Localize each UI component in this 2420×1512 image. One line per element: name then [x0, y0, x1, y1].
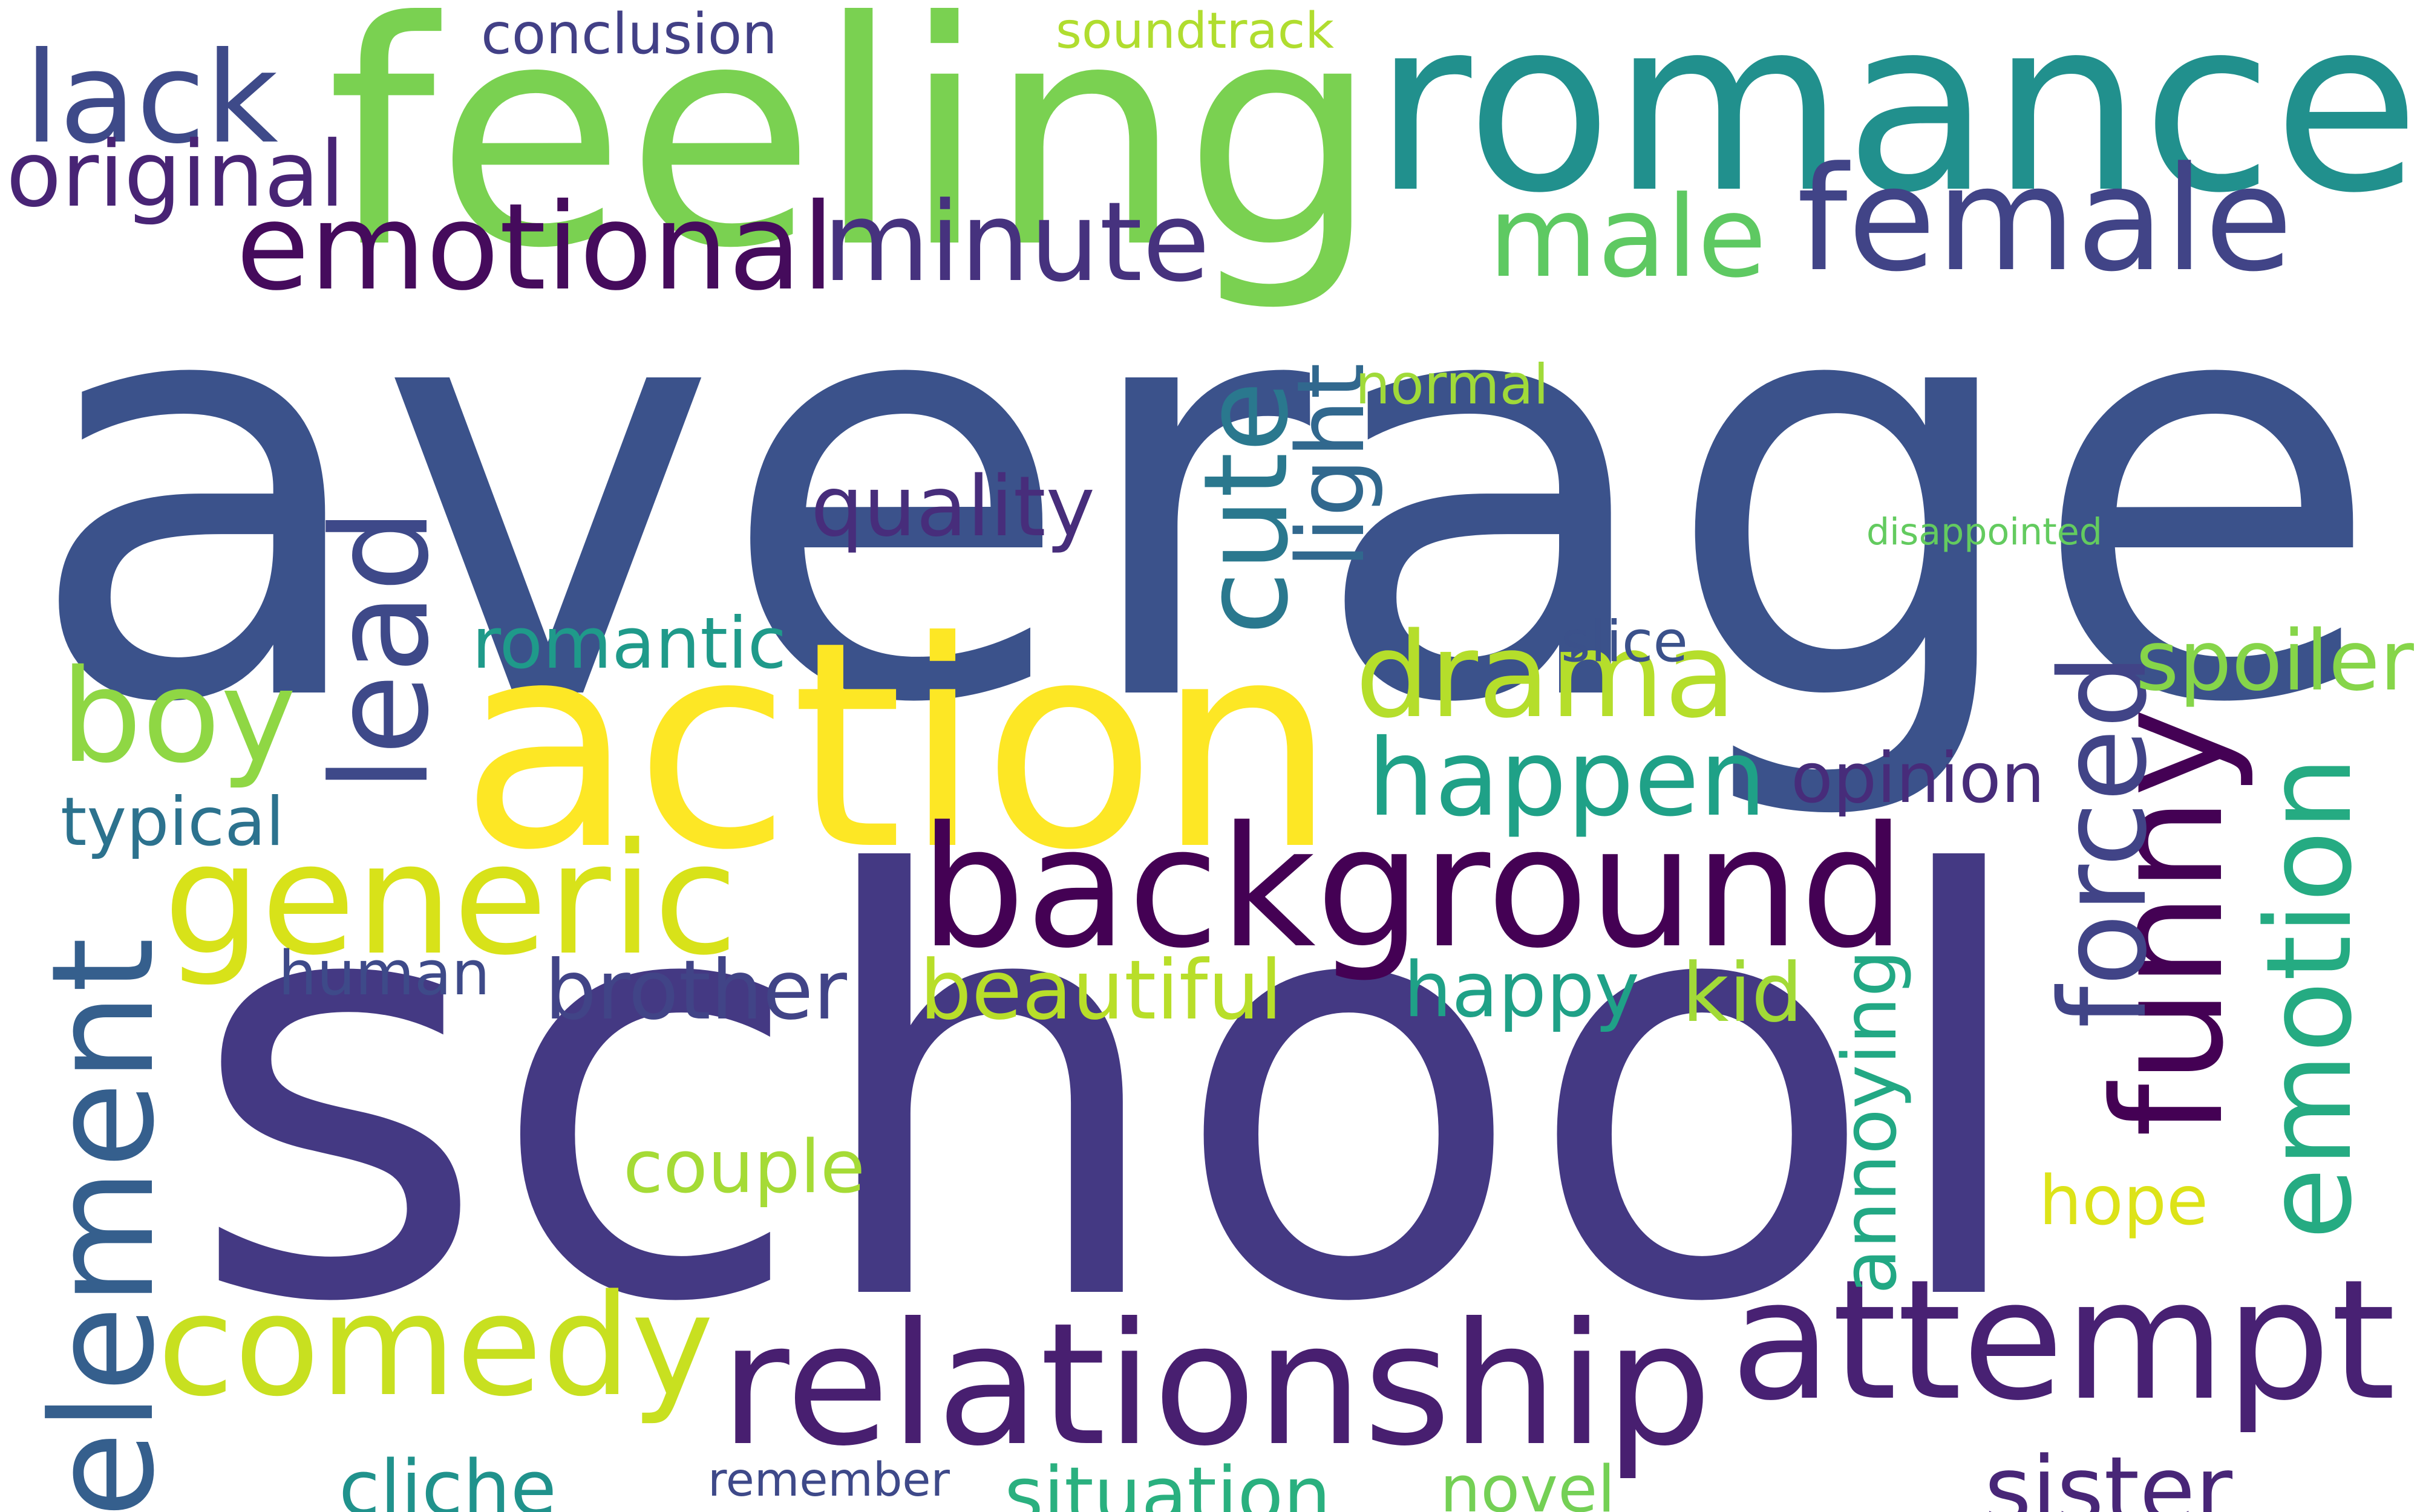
- word-average: average: [24, 158, 2384, 829]
- word-romantic: romantic: [472, 602, 786, 685]
- word-emotional: emotional: [236, 177, 835, 317]
- word-original: original: [6, 122, 345, 227]
- word-slice: slice: [1561, 609, 1688, 675]
- word-comedy: comedy: [157, 1264, 714, 1427]
- word-situation: situation: [1004, 1452, 1331, 1512]
- word-disappointed: disappointed: [1866, 511, 2102, 553]
- word-brother: brother: [544, 942, 847, 1038]
- word-romance: romance: [1373, 0, 2420, 246]
- word-forced: forced: [2035, 653, 2173, 1028]
- word-element: element: [21, 937, 185, 1512]
- word-emotion: emotion: [2241, 756, 2378, 1240]
- word-happy: happy: [1404, 946, 1640, 1034]
- word-couple: couple: [623, 1125, 865, 1210]
- word-spoiler: spoiler: [2136, 613, 2414, 709]
- word-boy: boy: [60, 642, 296, 792]
- word-lack: lack: [24, 25, 278, 172]
- word-action: action: [460, 581, 1337, 913]
- word-quality: quality: [811, 458, 1095, 555]
- word-soundtrack: soundtrack: [1056, 2, 1334, 60]
- word-remember: remember: [708, 1453, 950, 1507]
- word-lead: lead: [303, 508, 458, 792]
- word-generic: generic: [163, 810, 738, 989]
- word-hope: hope: [2039, 1162, 2208, 1240]
- word-human: human: [278, 938, 490, 1009]
- word-novel: novel: [1440, 1452, 1615, 1512]
- word-kid: kid: [1682, 946, 1803, 1040]
- word-annoying: annoying: [1827, 950, 1914, 1294]
- word-school: school: [188, 757, 2039, 1429]
- word-conclusion: conclusion: [481, 1, 777, 67]
- word-background: background: [920, 790, 1906, 985]
- word-beautiful: beautiful: [920, 942, 1283, 1038]
- word-relationship: relationship: [720, 1286, 1712, 1483]
- word-cliche: cliche: [339, 1445, 557, 1512]
- word-typical: typical: [60, 783, 284, 861]
- word-opinion: opinion: [1791, 738, 2045, 818]
- word-minute: minute: [823, 178, 1210, 306]
- word-sister: sister: [1984, 1438, 2232, 1512]
- word-male: male: [1488, 172, 1767, 302]
- word-feeling: feeling: [327, 0, 1379, 316]
- word-female: female: [1797, 136, 2293, 304]
- word-normal: normal: [1355, 352, 1549, 417]
- word-attempt: attempt: [1730, 1244, 2396, 1437]
- word-drama: drama: [1355, 607, 1736, 744]
- word-happen: happen: [1367, 717, 1767, 840]
